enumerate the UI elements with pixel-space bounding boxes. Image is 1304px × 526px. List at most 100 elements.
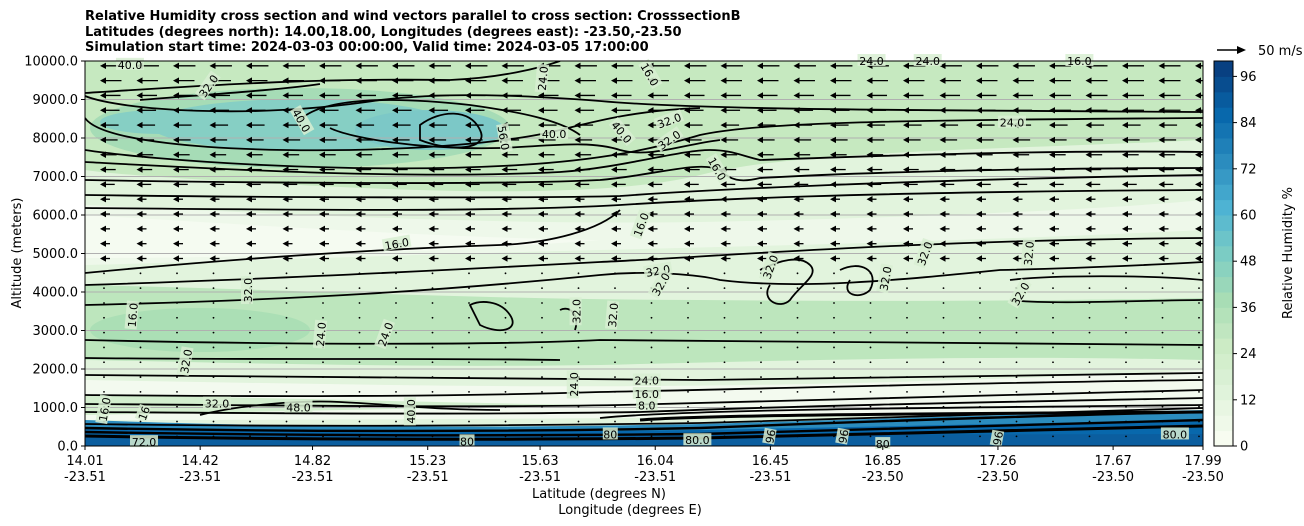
wind-vector-dot — [906, 331, 908, 334]
wind-vector — [939, 181, 955, 188]
wind-vector — [285, 361, 288, 364]
wind-vector — [574, 77, 596, 84]
wind-vector-dot — [322, 420, 324, 423]
wind-vector — [428, 92, 450, 99]
wind-vector-head — [720, 136, 727, 144]
contour-label-text: 80 — [460, 435, 474, 448]
contour-label: 32.0 — [1020, 238, 1037, 268]
contour-label-bg — [759, 251, 780, 282]
wind-vector — [793, 166, 810, 173]
wind-vector-head — [246, 136, 252, 144]
wind-vector — [395, 302, 397, 304]
wind-vector — [358, 272, 361, 275]
wind-vector-dot — [833, 272, 835, 275]
wind-vector — [833, 316, 835, 319]
contour-label-bg — [876, 263, 893, 294]
wind-vector — [136, 107, 157, 114]
wind-vector-head — [209, 92, 216, 99]
wind-vector-head — [903, 196, 909, 203]
wind-vector-head — [684, 92, 690, 99]
wind-vector-dot — [833, 405, 835, 408]
wind-vector — [574, 196, 585, 203]
wind-vector-head — [428, 107, 435, 114]
wind-vector — [1198, 346, 1200, 349]
contour-label-bg — [762, 427, 777, 445]
wind-vector — [103, 346, 105, 349]
wind-vector-head — [282, 107, 289, 114]
wind-vector-head — [1049, 107, 1055, 114]
wind-vector — [209, 255, 220, 262]
wind-vector — [903, 210, 913, 218]
contour-label-bg — [459, 434, 475, 447]
wind-vector — [1158, 107, 1181, 114]
wind-vector — [541, 420, 543, 423]
wind-vector — [501, 255, 512, 262]
wind-vector — [282, 255, 293, 262]
contour-label: 80 — [602, 427, 618, 441]
wind-vector — [979, 346, 981, 349]
wind-vector-dot — [139, 346, 142, 349]
wind-vector — [577, 420, 580, 423]
wind-vector-head — [1195, 77, 1201, 84]
wind-vector-dot — [1015, 316, 1018, 319]
wind-vector — [611, 151, 628, 158]
contour-label-bg — [636, 398, 658, 411]
contour-label: 24.0 — [534, 63, 551, 93]
wind-vector-head — [392, 62, 398, 70]
y-tick-label: 6000.0 — [33, 209, 79, 224]
wind-vector-dot — [285, 331, 288, 334]
wind-vector — [1161, 376, 1164, 378]
wind-vector-head — [647, 255, 654, 262]
wind-vector — [465, 136, 483, 144]
wind-vector-dot — [139, 361, 142, 364]
wind-vector — [209, 62, 232, 70]
wind-vector-dot — [504, 435, 507, 438]
wind-vector-head — [173, 136, 179, 144]
wind-vector — [760, 376, 762, 378]
wind-vector — [942, 287, 945, 290]
wind-vector-dot — [723, 272, 726, 275]
contour-label-bg — [534, 63, 550, 93]
contour-label-bg — [95, 394, 113, 425]
wind-vector-head — [720, 181, 727, 188]
wind-vector-dot — [1125, 302, 1127, 304]
colorbar-tick-label: 48 — [1240, 255, 1257, 270]
wind-vector-dot — [869, 272, 872, 275]
wind-vector-dot — [1198, 391, 1200, 393]
wind-vector-head — [392, 107, 398, 114]
wind-vector — [319, 166, 335, 173]
wind-vector-head — [903, 77, 909, 84]
wind-vector-head — [1085, 121, 1092, 129]
wind-vector-head — [501, 92, 508, 99]
wind-vector — [1052, 287, 1054, 290]
wind-vector-dot — [139, 391, 142, 393]
wind-vector — [392, 62, 415, 70]
wind-vector — [760, 405, 762, 408]
wind-vector — [246, 151, 263, 158]
wind-vector — [611, 107, 631, 114]
wind-vector — [212, 435, 215, 438]
wind-vector — [684, 255, 694, 262]
wind-vector — [830, 181, 845, 188]
wind-vector-dot — [212, 346, 215, 349]
wind-vector-head — [1195, 151, 1201, 158]
wind-vector — [139, 391, 142, 393]
contour-label: 32.0 — [876, 263, 895, 294]
colorbar-band — [1214, 184, 1233, 201]
wind-vector — [976, 92, 997, 99]
wind-vector — [358, 376, 361, 378]
contour-label-text: 24.0 — [635, 375, 660, 388]
chart-title: Relative Humidity cross section and wind… — [85, 9, 741, 56]
wind-vector — [1015, 346, 1018, 349]
wind-vector — [979, 361, 981, 364]
wind-vector-dot — [431, 435, 434, 438]
wind-vector-dot — [176, 361, 178, 364]
wind-vector — [319, 225, 329, 233]
wind-vector — [903, 107, 923, 114]
wind-vector — [322, 272, 324, 275]
x-tick-label-lat: 14.01 — [66, 454, 103, 469]
colorbar-band — [1214, 292, 1233, 308]
wind-vector — [1161, 331, 1164, 334]
wind-vector — [1198, 316, 1200, 319]
wind-vector — [319, 255, 329, 262]
